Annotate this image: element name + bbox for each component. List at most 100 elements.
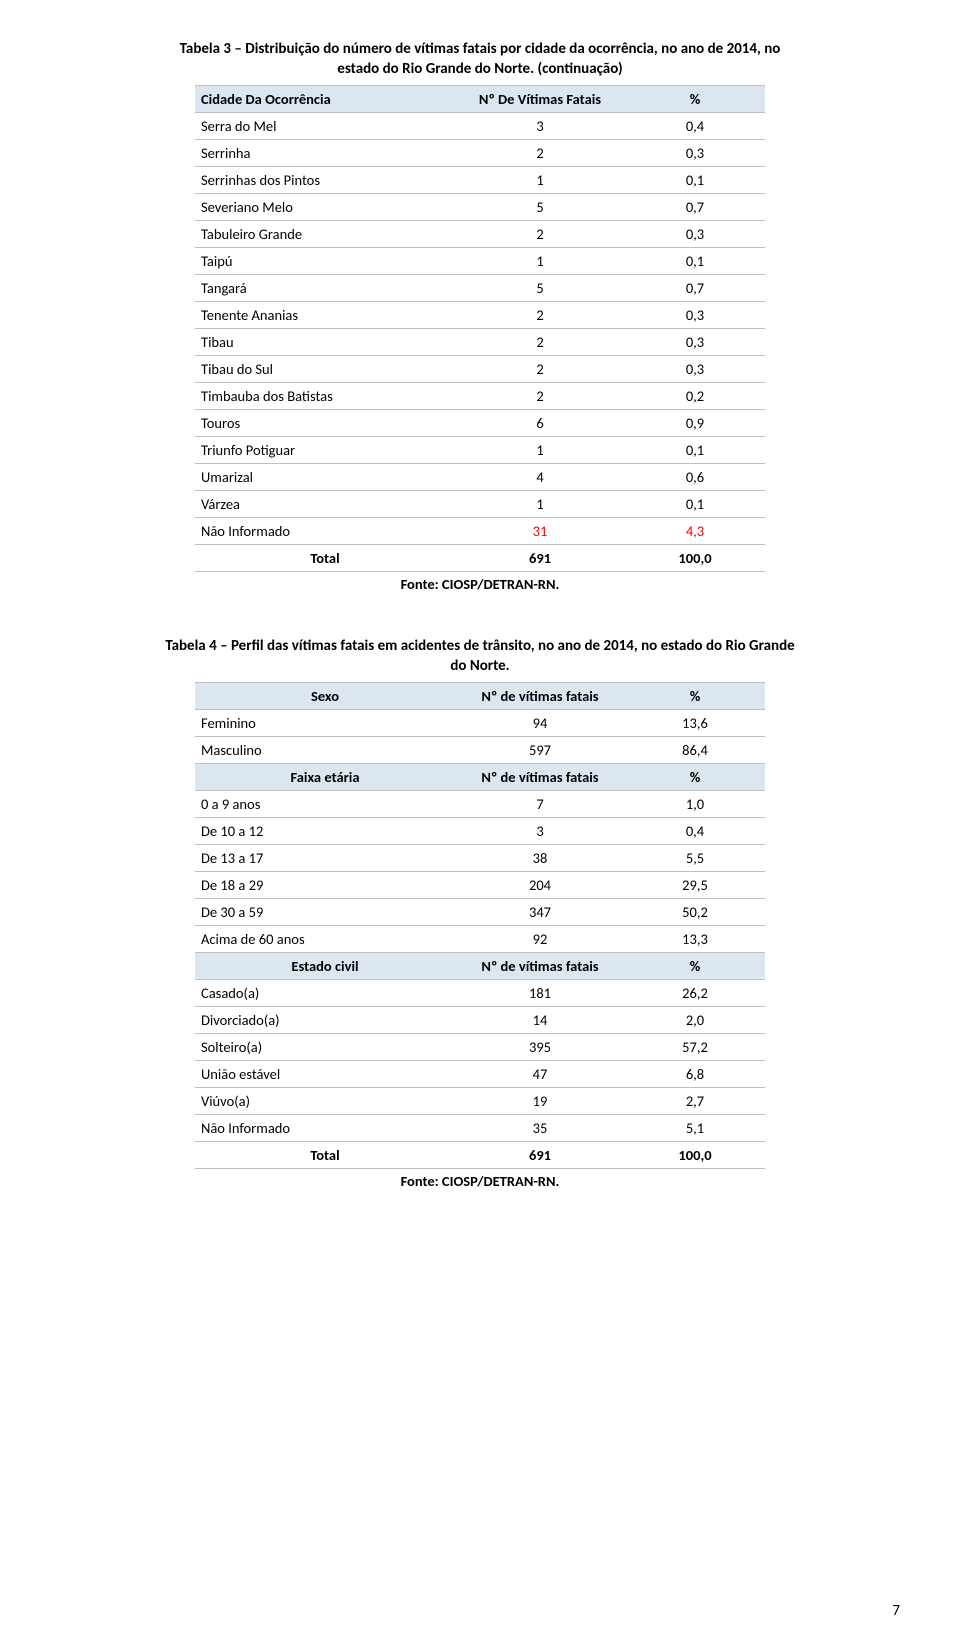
cell-city: Taipú	[195, 248, 455, 275]
cell-pct: 2,7	[625, 1088, 765, 1115]
cell-city: Serra do Mel	[195, 113, 455, 140]
cell-label: 0 a 9 anos	[195, 791, 455, 818]
cell-count: 395	[455, 1034, 625, 1061]
cell-pct: 0,1	[625, 491, 765, 518]
cell-count: 3	[455, 113, 625, 140]
cell-pct: 0,2	[625, 383, 765, 410]
table-row: Touros60,9	[195, 410, 765, 437]
cell-pct: 0,1	[625, 437, 765, 464]
table4-caption-line1: Tabela 4 – Perfil das vítimas fatais em …	[165, 637, 794, 655]
table4-section-header: Estado civilNº de vítimas fatais%	[195, 953, 765, 980]
table3-header: Cidade Da Ocorrência Nº De Vítimas Fatai…	[195, 86, 765, 113]
cell-pct: 1,0	[625, 791, 765, 818]
table3-caption-line1: Tabela 3 – Distribuição do número de vít…	[180, 40, 781, 58]
cell-count: 204	[455, 872, 625, 899]
table4-caption: Tabela 4 – Perfil das vítimas fatais em …	[60, 637, 900, 676]
cell-count: 92	[455, 926, 625, 953]
table3-header-c1: Cidade Da Ocorrência	[195, 86, 455, 113]
cell-city: Tenente Ananias	[195, 302, 455, 329]
cell-pct: 5,1	[625, 1115, 765, 1142]
table3-total: Total 691 100,0	[195, 545, 765, 572]
cell-pct: 4,3	[625, 518, 765, 545]
table4-total-c2: 691	[455, 1142, 625, 1169]
cell-pct: 50,2	[625, 899, 765, 926]
table4-caption-line2: do Norte.	[450, 657, 509, 675]
cell-count: 1	[455, 491, 625, 518]
cell-label: De 10 a 12	[195, 818, 455, 845]
table-row: Divorciado(a)142,0	[195, 1007, 765, 1034]
cell-count: 19	[455, 1088, 625, 1115]
table-row: Casado(a)18126,2	[195, 980, 765, 1007]
table-row: Tibau do Sul20,3	[195, 356, 765, 383]
cell-city: Tabuleiro Grande	[195, 221, 455, 248]
cell-city: Não Informado	[195, 518, 455, 545]
cell-pct: 57,2	[625, 1034, 765, 1061]
cell-pct: 5,5	[625, 845, 765, 872]
table-row: 0 a 9 anos71,0	[195, 791, 765, 818]
table-row: De 13 a 17385,5	[195, 845, 765, 872]
cell-city: Umarizal	[195, 464, 455, 491]
section-header-c3: %	[625, 953, 765, 980]
table3-total-label: Total	[195, 545, 455, 572]
cell-count: 2	[455, 383, 625, 410]
cell-pct: 0,1	[625, 248, 765, 275]
table3-fonte: Fonte: CIOSP/DETRAN-RN.	[60, 572, 900, 593]
cell-pct: 6,8	[625, 1061, 765, 1088]
table4-section-header: Faixa etáriaNº de vítimas fatais%	[195, 764, 765, 791]
table-row: Timbauba dos Batistas20,2	[195, 383, 765, 410]
table-row: Feminino9413,6	[195, 710, 765, 737]
section-header-c1: Sexo	[195, 683, 455, 710]
cell-city: Timbauba dos Batistas	[195, 383, 455, 410]
cell-count: 2	[455, 302, 625, 329]
cell-pct: 0,9	[625, 410, 765, 437]
cell-count: 35	[455, 1115, 625, 1142]
cell-label: Solteiro(a)	[195, 1034, 455, 1061]
cell-count: 597	[455, 737, 625, 764]
cell-city: Várzea	[195, 491, 455, 518]
cell-pct: 0,3	[625, 356, 765, 383]
table-row: Masculino59786,4	[195, 737, 765, 764]
cell-pct: 0,3	[625, 140, 765, 167]
table3-header-c2: Nº De Vítimas Fatais	[455, 86, 625, 113]
section-header-c1: Estado civil	[195, 953, 455, 980]
cell-pct: 0,3	[625, 302, 765, 329]
cell-pct: 0,7	[625, 275, 765, 302]
table4-total-label: Total	[195, 1142, 455, 1169]
cell-count: 1	[455, 248, 625, 275]
cell-label: Divorciado(a)	[195, 1007, 455, 1034]
table-row: Tangará50,7	[195, 275, 765, 302]
section-header-c2: Nº de vítimas fatais	[455, 953, 625, 980]
table4-total: Total 691 100,0	[195, 1142, 765, 1169]
cell-pct: 0,1	[625, 167, 765, 194]
table-row: De 18 a 2920429,5	[195, 872, 765, 899]
table3-caption: Tabela 3 – Distribuição do número de vít…	[60, 40, 900, 79]
cell-label: Viúvo(a)	[195, 1088, 455, 1115]
table-row: Taipú10,1	[195, 248, 765, 275]
cell-pct: 0,6	[625, 464, 765, 491]
cell-pct: 86,4	[625, 737, 765, 764]
cell-label: De 13 a 17	[195, 845, 455, 872]
cell-city: Tibau	[195, 329, 455, 356]
cell-pct: 0,4	[625, 113, 765, 140]
table-row: Serrinhas dos Pintos10,1	[195, 167, 765, 194]
page-number: 7	[892, 1602, 900, 1620]
cell-pct: 26,2	[625, 980, 765, 1007]
table4-section-header: SexoNº de vítimas fatais%	[195, 683, 765, 710]
table4-fonte: Fonte: CIOSP/DETRAN-RN.	[60, 1169, 900, 1190]
cell-count: 1	[455, 167, 625, 194]
cell-count: 5	[455, 194, 625, 221]
cell-label: União estável	[195, 1061, 455, 1088]
cell-city: Serrinha	[195, 140, 455, 167]
cell-city: Severiano Melo	[195, 194, 455, 221]
cell-count: 94	[455, 710, 625, 737]
table-row: Umarizal40,6	[195, 464, 765, 491]
section-header-c2: Nº de vítimas fatais	[455, 764, 625, 791]
table-row: União estável476,8	[195, 1061, 765, 1088]
table-row: Severiano Melo50,7	[195, 194, 765, 221]
cell-label: De 18 a 29	[195, 872, 455, 899]
cell-pct: 2,0	[625, 1007, 765, 1034]
cell-count: 31	[455, 518, 625, 545]
cell-pct: 0,4	[625, 818, 765, 845]
cell-count: 181	[455, 980, 625, 1007]
cell-label: Casado(a)	[195, 980, 455, 1007]
